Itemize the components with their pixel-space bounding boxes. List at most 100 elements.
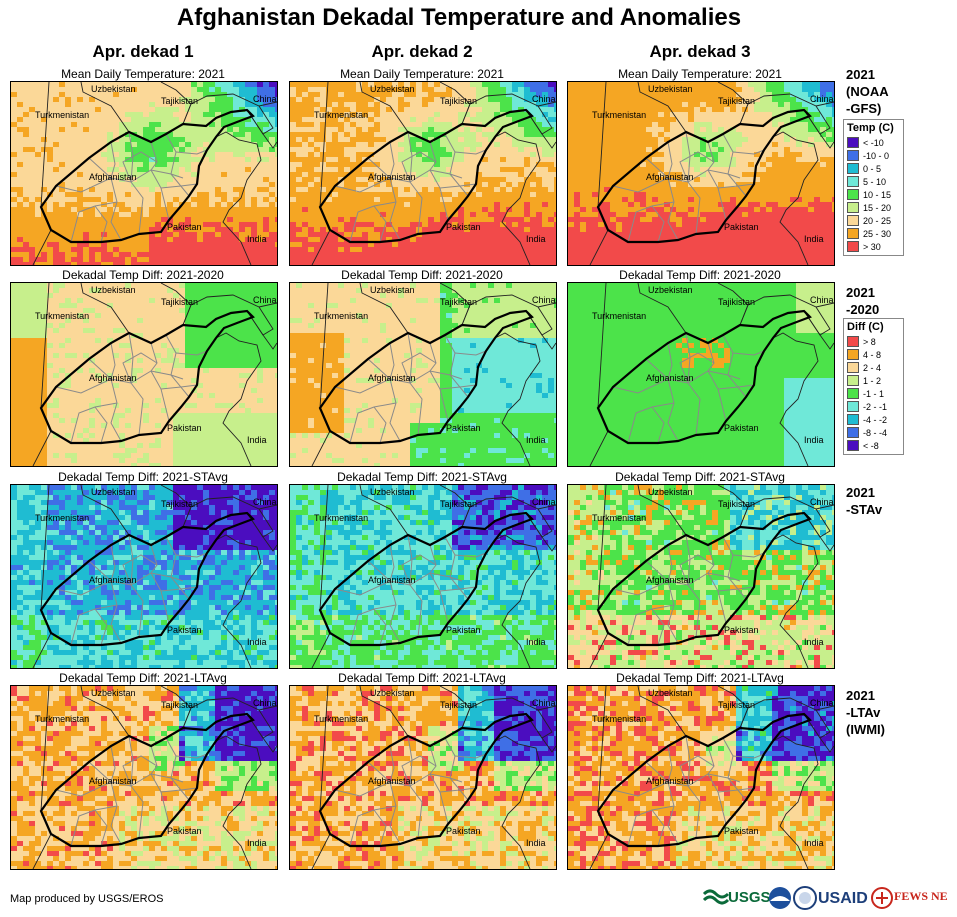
label-uzbekistan: Uzbekistan — [648, 285, 693, 295]
label-turkmenistan: Turkmenistan — [314, 110, 368, 120]
panel-title: Dekadal Temp Diff: 2021-STAvg — [9, 470, 277, 484]
panel-title: Dekadal Temp Diff: 2021-2020 — [288, 268, 556, 282]
legend-item: 0 - 5 — [847, 162, 901, 175]
province-boundary — [55, 781, 112, 797]
label-afghanistan: Afghanistan — [89, 575, 137, 585]
afghanistan-border — [318, 309, 534, 445]
country-boundary — [525, 101, 556, 149]
province-boundary — [160, 183, 198, 189]
row-label-temp: 2021 (NOAA -GFS) — [846, 66, 889, 117]
raster-cells — [11, 283, 277, 466]
legend-label: 1 - 2 — [863, 376, 881, 386]
legend-item: 10 - 15 — [847, 188, 901, 201]
province-boundary — [667, 544, 679, 644]
province-boundary — [110, 342, 122, 442]
legend-item: -4 - -2 — [847, 413, 901, 426]
raster-cells — [11, 485, 277, 668]
province-boundary — [439, 586, 477, 592]
legend-item: 4 - 8 — [847, 348, 901, 361]
map-panel-dlt-1: Uzbekistan Tajikistan China Turkmenistan Afg… — [10, 685, 278, 870]
legend-label: 15 - 20 — [863, 203, 891, 213]
afghanistan-border — [39, 309, 255, 445]
label-uzbekistan: Uzbekistan — [91, 84, 136, 94]
province-boundary — [349, 604, 397, 646]
country-boundary — [246, 302, 277, 350]
label-turkmenistan: Turkmenistan — [592, 714, 646, 724]
province-boundary — [349, 201, 397, 243]
province-boundary — [122, 755, 158, 787]
label-india: India — [526, 435, 546, 445]
country-boundary — [246, 705, 277, 753]
province-boundary — [651, 406, 665, 444]
legend-swatch — [847, 189, 859, 200]
legend-label: > 8 — [863, 337, 876, 347]
label-china: China — [253, 497, 277, 507]
country-boundary — [803, 504, 834, 552]
province-boundary — [389, 745, 401, 845]
province-boundary — [667, 342, 679, 442]
province-boundary — [645, 358, 747, 398]
label-uzbekistan: Uzbekistan — [370, 487, 415, 497]
country-boundary — [311, 686, 331, 869]
label-afghanistan: Afghanistan — [646, 776, 694, 786]
province-boundary — [732, 350, 765, 356]
label-pakistan: Pakistan — [724, 625, 759, 635]
label-pakistan: Pakistan — [167, 826, 202, 836]
raster-cells — [568, 82, 834, 265]
legend-item: < -8 — [847, 439, 901, 452]
label-tajikistan: Tajikistan — [161, 700, 198, 710]
province-boundary — [444, 133, 463, 179]
province-boundary — [651, 608, 665, 646]
label-afghanistan: Afghanistan — [368, 373, 416, 383]
country-boundary — [311, 485, 331, 668]
province-boundary — [175, 753, 208, 759]
label-india: India — [804, 838, 824, 848]
country-boundary — [32, 485, 52, 668]
afghanistan-border — [39, 108, 255, 244]
label-india: India — [804, 234, 824, 244]
label-turkmenistan: Turkmenistan — [314, 513, 368, 523]
province-boundary — [175, 350, 208, 356]
column-header-3: Apr. dekad 3 — [566, 42, 834, 62]
province-boundary — [88, 560, 190, 600]
province-boundary — [612, 378, 669, 394]
province-boundary — [717, 586, 755, 592]
label-india: India — [526, 637, 546, 647]
label-afghanistan: Afghanistan — [646, 373, 694, 383]
panel-title: Mean Daily Temperature: 2021 — [288, 67, 556, 81]
legend-item: > 8 — [847, 335, 901, 348]
legend-swatch — [847, 349, 859, 360]
afghanistan-border — [596, 309, 812, 445]
province-boundary — [707, 544, 727, 624]
legend-item: 1 - 2 — [847, 374, 901, 387]
province-boundary — [627, 402, 675, 444]
province-boundary — [70, 402, 118, 444]
legend-swatch — [847, 414, 859, 425]
province-boundary — [717, 183, 755, 189]
country-boundary — [311, 283, 331, 466]
province-boundary — [94, 809, 108, 847]
province-boundary — [349, 805, 397, 847]
afghanistan-border — [39, 712, 255, 848]
province-boundary — [679, 352, 715, 384]
label-tajikistan: Tajikistan — [440, 297, 477, 307]
province-boundary — [110, 141, 122, 241]
province-boundary — [444, 536, 463, 582]
label-india: India — [804, 435, 824, 445]
province-boundary — [94, 406, 108, 444]
legend-swatch — [847, 228, 859, 239]
country-boundary — [589, 485, 609, 668]
label-uzbekistan: Uzbekistan — [648, 84, 693, 94]
province-boundary — [444, 737, 463, 783]
legend-label: -4 - -2 — [863, 415, 887, 425]
label-china: China — [810, 94, 834, 104]
label-tajikistan: Tajikistan — [440, 700, 477, 710]
legend-label: -8 - -4 — [863, 428, 887, 438]
province-boundary — [667, 141, 679, 241]
label-india: India — [804, 637, 824, 647]
legend-label: 2 - 4 — [863, 363, 881, 373]
label-uzbekistan: Uzbekistan — [370, 688, 415, 698]
legend-heading: Diff (C) — [847, 321, 901, 333]
province-boundary — [373, 809, 387, 847]
label-tajikistan: Tajikistan — [718, 700, 755, 710]
